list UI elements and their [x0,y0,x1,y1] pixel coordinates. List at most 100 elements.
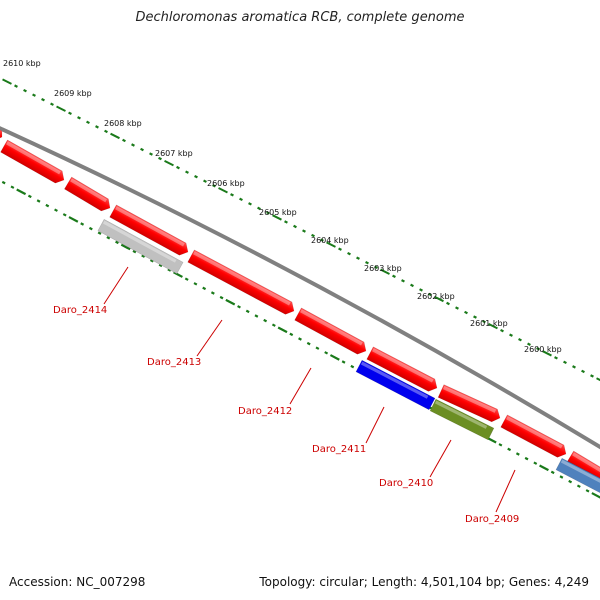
forward-gene [500,414,567,458]
scale-tick [239,197,243,202]
scale-tick [356,256,360,260]
inner-scale-tick [173,271,183,278]
gene-bar-daro-2410 [429,398,495,441]
inner-scale-tick [54,208,58,212]
gene-labels: Daro_2414 Daro_2413 Daro_2412 Daro_2411 Daro… [53,305,519,525]
inner-scale-tick [219,295,224,300]
map-title: Dechloromonas aromatica RCB, complete ge… [135,10,465,25]
scale-tick [212,184,216,188]
genome-backbone [0,126,600,450]
inner-scale-tick [141,254,146,258]
scale-tick [164,159,174,167]
inner-scale-tick [591,492,600,499]
inner-scale-tick [184,277,189,281]
inner-scale-tick [306,341,311,346]
inner-scale-tick [350,364,355,369]
scale-tick [149,152,153,156]
inner-scale-tick [289,332,294,337]
scale-tick [311,233,315,238]
gene-label-daro-2411[interactable]: Daro_2411 [312,444,366,455]
gene-label-daro-2410[interactable]: Daro_2410 [379,478,433,489]
scale-label: 2609 kbp [54,89,92,98]
scale-tick [23,88,27,93]
scale-tick [590,374,594,378]
inner-scale-tick [254,314,259,318]
inner-scale-tick [167,268,172,272]
scale-tick [122,138,126,143]
forward-gene [0,127,3,140]
scale-tick [293,224,297,229]
backbone-line [0,126,600,450]
inner-scale-tick [36,199,41,203]
scale-tick [473,315,477,319]
inner-scale-tick [193,282,198,286]
gene-label-daro-2412[interactable]: Daro_2412 [238,406,292,417]
scale-tick [536,347,540,351]
inner-scale-tick [486,436,497,444]
inner-scale-tick [225,298,236,306]
scale-tick [194,174,198,179]
inner-scale-tick [515,452,520,456]
inner-scale-tick [106,236,111,240]
label-leader-line [365,406,385,444]
inner-scale-tick [524,456,529,461]
label-leader-line [495,469,516,513]
scale-tick [554,356,558,360]
inner-scale-tick [158,263,163,268]
inner-scale-tick [498,443,503,447]
scale-tick [14,84,18,88]
inner-scale-tick [10,185,15,189]
inner-scale-tick [237,305,241,309]
inner-scale-tick [88,226,93,231]
scale-tick [185,170,189,174]
scale-tick [419,288,423,292]
accession-text: Accession: NC_007298 [9,575,146,589]
gene-label-daro-2414[interactable]: Daro_2414 [53,305,107,316]
scale-tick [131,143,135,147]
scale-label: 2610 kbp [3,59,41,68]
scale-tick [527,342,531,346]
scale-tick [2,78,12,85]
outer-scale-ticks: 2610 kbp 2609 kbp 2608 kbp 2607 kbp 2606 kbp… [2,59,600,382]
scale-tick [464,310,468,315]
gene-label-daro-2409[interactable]: Daro_2409 [465,514,519,525]
scale-tick [266,211,270,215]
scale-tick [581,369,585,374]
inner-scale-tick [62,213,67,217]
scale-tick [482,319,486,324]
inner-scale-tick [298,337,302,341]
inner-scale-tick [45,203,50,208]
scale-tick [95,125,99,129]
gene-bar-daro-2409 [555,457,600,495]
scale-label: 2608 kbp [104,119,142,128]
label-leader-line [289,367,312,405]
scale-tick [176,165,180,170]
inner-scale-tick [507,447,512,452]
inner-scale-tick [559,475,564,479]
scale-tick [86,120,90,125]
inner-scale-tick [277,326,288,334]
scale-label: 2606 kbp [207,179,245,188]
scale-tick [140,147,144,152]
scale-tick [338,247,342,251]
scale-label: 2601 kbp [470,319,508,328]
scale-tick [572,365,576,369]
forward-strand-genes [0,127,600,482]
inner-scale-tick [120,243,131,251]
scale-tick [41,97,45,102]
scale-tick [434,295,444,303]
scale-tick [218,187,228,194]
scale-tick [326,241,336,248]
scale-tick [347,251,351,256]
scale-label: 2600 kbp [524,345,562,354]
forward-gene [294,307,367,355]
inner-scale-tick [1,180,6,185]
gene-label-daro-2413[interactable]: Daro_2413 [147,357,201,368]
scale-label: 2603 kbp [364,264,402,273]
scale-tick [320,238,324,242]
inner-scale-tick [533,461,538,465]
reverse-strand-genes [97,218,600,495]
inner-scale-ticks [1,180,600,499]
scale-tick [248,202,252,206]
